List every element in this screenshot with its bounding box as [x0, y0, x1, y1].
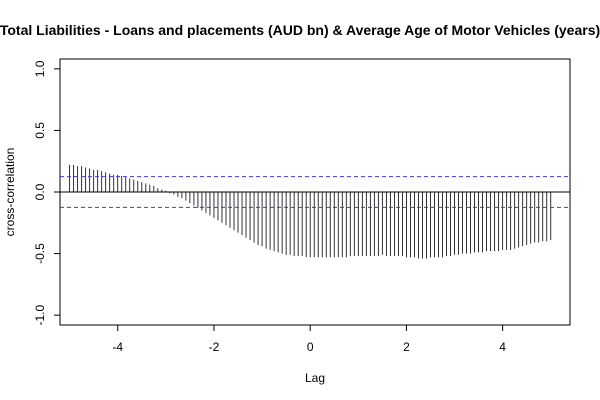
- x-axis: -4 -2 0 2 4: [112, 325, 506, 354]
- x-tick-label: -2: [209, 340, 220, 354]
- chart-title: Total Liabilities - Loans and placements…: [0, 22, 600, 38]
- confidence-lines: [60, 176, 570, 208]
- y-tick-label: -0.5: [33, 243, 47, 264]
- x-tick-label: 4: [499, 340, 506, 354]
- y-axis-label: cross-correlation: [3, 148, 17, 237]
- x-tick-label: -4: [112, 340, 123, 354]
- x-tick-label: 0: [307, 340, 314, 354]
- x-axis-label: Lag: [305, 371, 325, 385]
- x-tick-label: 2: [403, 340, 410, 354]
- bars-group: [69, 164, 552, 259]
- y-tick-label: 0.0: [33, 183, 47, 200]
- y-tick-label: 1.0: [33, 60, 47, 77]
- y-tick-label: 0.5: [33, 122, 47, 139]
- y-axis: -1.0 -0.5 0.0 0.5 1.0: [33, 60, 60, 325]
- y-tick-label: -1.0: [33, 304, 47, 325]
